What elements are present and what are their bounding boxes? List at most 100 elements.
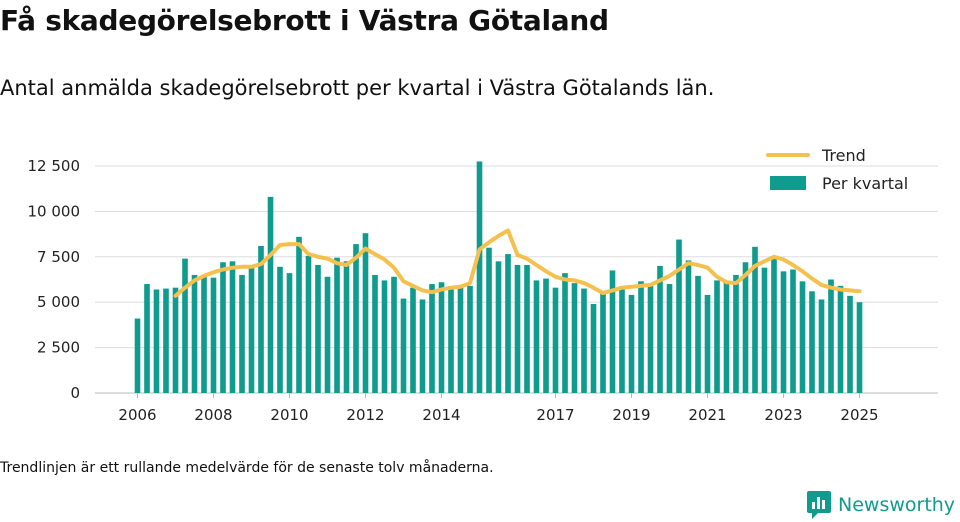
trend-line-group xyxy=(173,228,862,298)
bar xyxy=(486,247,492,393)
bar xyxy=(609,270,616,393)
bar xyxy=(742,262,749,393)
bar xyxy=(790,269,796,393)
bar xyxy=(476,161,483,393)
bar xyxy=(324,276,331,393)
bar xyxy=(229,261,236,393)
bar xyxy=(391,276,397,393)
legend-bar-label: Per kvartal xyxy=(822,174,908,193)
bar xyxy=(837,285,844,393)
bar xyxy=(552,287,559,393)
bar xyxy=(847,295,853,393)
bar xyxy=(267,196,274,393)
trend-line xyxy=(173,228,862,298)
bar xyxy=(372,274,378,393)
brand-name: Newsworthy xyxy=(838,494,956,516)
x-tick-label: 2014 xyxy=(422,406,460,424)
bar xyxy=(562,273,568,393)
bar xyxy=(305,255,312,393)
bar xyxy=(172,287,179,393)
bar xyxy=(400,298,407,393)
bar xyxy=(182,258,188,393)
x-tick-label: 2012 xyxy=(346,406,384,424)
y-tick-label: 12 500 xyxy=(28,157,81,175)
bar xyxy=(828,279,834,393)
chart-bubble-icon xyxy=(807,491,831,519)
y-tick-label: 10 000 xyxy=(28,202,81,220)
bars xyxy=(134,161,863,393)
bar xyxy=(524,264,530,393)
legend-bar-swatch xyxy=(770,176,806,190)
x-tick-label: 2006 xyxy=(118,406,156,424)
bar xyxy=(809,291,815,393)
x-axis-ticks: 2006 2008 2010 2012 2014 2017 2019 2021 2023 2025 xyxy=(118,393,879,424)
bar xyxy=(761,267,768,393)
bar xyxy=(657,265,663,393)
x-tick-label: 2025 xyxy=(840,406,878,424)
bar xyxy=(448,289,454,393)
bar xyxy=(571,283,578,393)
legend-trend-label: Trend xyxy=(821,146,866,165)
x-tick-label: 2008 xyxy=(194,406,232,424)
bar xyxy=(752,246,758,393)
y-tick-label: 0 xyxy=(70,384,80,402)
bar xyxy=(685,260,692,393)
bar xyxy=(638,281,644,393)
bar xyxy=(191,274,198,393)
bar xyxy=(343,261,350,393)
bar xyxy=(647,284,654,393)
bar xyxy=(239,274,245,393)
bar xyxy=(467,285,473,393)
bar xyxy=(210,277,217,393)
bar xyxy=(410,287,416,393)
x-tick-label: 2019 xyxy=(612,406,650,424)
bar xyxy=(600,292,606,393)
bar xyxy=(676,239,682,393)
bar xyxy=(153,289,160,393)
bar xyxy=(666,284,673,393)
bar xyxy=(495,261,502,393)
bar xyxy=(144,284,150,393)
legend: Trend Per kvartal xyxy=(766,146,908,193)
x-tick-label: 2010 xyxy=(270,406,308,424)
bar xyxy=(419,299,426,393)
bar xyxy=(296,236,302,393)
bar xyxy=(429,284,435,393)
y-tick-label: 5 000 xyxy=(37,293,80,311)
bar xyxy=(723,282,730,393)
bar xyxy=(619,288,625,393)
bar xyxy=(704,294,711,393)
bar xyxy=(315,264,321,393)
bar xyxy=(505,254,511,393)
chart-title: Få skadegörelsebrott i Västra Götaland xyxy=(0,4,609,37)
bar xyxy=(248,266,255,393)
bar xyxy=(334,257,340,393)
bar xyxy=(381,280,388,393)
bar xyxy=(543,278,549,393)
bar xyxy=(818,299,825,393)
y-tick-label: 7 500 xyxy=(37,248,80,266)
bar xyxy=(201,274,207,393)
x-tick-label: 2021 xyxy=(688,406,726,424)
bar xyxy=(733,274,739,393)
bar xyxy=(695,275,701,393)
bar xyxy=(799,281,806,393)
x-tick-label: 2017 xyxy=(536,406,574,424)
bar xyxy=(581,288,587,393)
y-axis-ticks: 0 2 500 5 000 7 500 10 000 12 500 xyxy=(28,157,81,402)
bar xyxy=(258,245,264,393)
y-tick-label: 2 500 xyxy=(37,339,80,357)
bar xyxy=(362,233,369,393)
x-tick-label: 2023 xyxy=(764,406,802,424)
bar xyxy=(514,264,521,393)
bar xyxy=(780,271,787,393)
bar xyxy=(457,285,464,393)
bar xyxy=(163,288,169,393)
bar xyxy=(856,302,863,393)
bar xyxy=(771,257,777,393)
bar xyxy=(590,304,597,393)
brand-logo: Newsworthy xyxy=(806,488,955,522)
bar xyxy=(438,282,445,393)
bar xyxy=(286,273,293,393)
chart-area: 0 2 500 5 000 7 500 10 000 12 500 2006 2008 201… xyxy=(28,146,938,424)
